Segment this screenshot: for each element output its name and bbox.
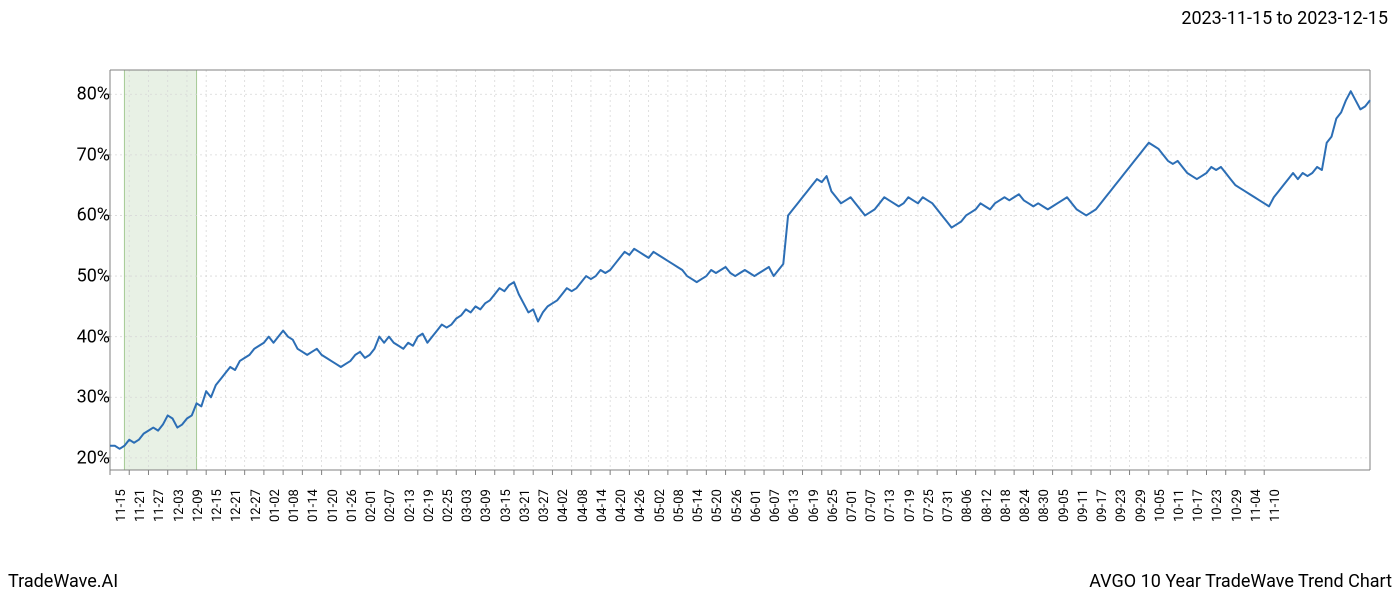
x-tick-label: 11-15 [114,489,129,522]
x-tick-label: 07-01 [845,489,860,522]
x-tick-label: 12-09 [191,489,206,522]
x-tick-label: 05-08 [672,489,687,522]
x-tick-label: 08-06 [960,489,975,522]
x-tick-label: 05-20 [710,489,725,522]
x-tick-label: 04-26 [633,489,648,522]
x-tick-label: 06-01 [749,489,764,522]
x-tick-label: 07-31 [941,489,956,522]
x-tick-label: 12-03 [172,489,187,522]
x-tick-label: 05-14 [691,489,706,522]
x-tick-label: 11-10 [1268,489,1283,522]
x-tick-label: 02-01 [364,489,379,522]
x-tick-label: 10-29 [1230,489,1245,522]
x-tick-label: 08-18 [999,489,1014,522]
x-tick-label: 07-19 [903,489,918,522]
x-tick-label: 04-02 [556,489,571,522]
x-tick-label: 06-19 [807,489,822,522]
y-tick-label: 20% [77,447,110,468]
x-tick-label: 01-20 [326,489,341,522]
x-tick-label: 11-04 [1249,489,1264,522]
footer-title: AVGO 10 Year TradeWave Trend Chart [1089,571,1392,592]
x-tick-label: 10-17 [1191,489,1206,522]
x-tick-label: 10-05 [1153,489,1168,522]
x-tick-label: 06-07 [768,489,783,522]
chart-svg [100,50,1380,520]
x-tick-label: 06-13 [787,489,802,522]
x-tick-label: 04-14 [595,489,610,522]
x-tick-label: 07-13 [883,489,898,522]
y-tick-label: 70% [77,144,110,165]
x-tick-label: 08-30 [1037,489,1052,522]
date-range-label: 2023-11-15 to 2023-12-15 [1181,8,1388,29]
x-tick-label: 05-26 [730,489,745,522]
x-tick-label: 01-26 [345,489,360,522]
x-tick-label: 03-09 [479,489,494,522]
x-tick-label: 07-25 [922,489,937,522]
x-tick-label: 08-12 [980,489,995,522]
trend-chart [100,50,1380,520]
y-tick-label: 80% [77,84,110,105]
x-tick-label: 04-20 [614,489,629,522]
x-tick-label: 02-25 [441,489,456,522]
x-tick-label: 07-07 [864,489,879,522]
x-tick-label: 09-29 [1134,489,1149,522]
x-tick-label: 01-08 [287,489,302,522]
x-tick-label: 08-24 [1018,489,1033,522]
x-tick-label: 11-21 [133,489,148,522]
x-tick-label: 10-11 [1172,489,1187,522]
y-tick-label: 60% [77,205,110,226]
x-tick-label: 02-07 [383,489,398,522]
x-tick-label: 09-17 [1095,489,1110,522]
x-tick-label: 03-21 [518,489,533,522]
x-tick-label: 09-23 [1114,489,1129,522]
footer-brand: TradeWave.AI [8,571,118,592]
x-tick-label: 05-02 [653,489,668,522]
y-tick-label: 40% [77,326,110,347]
x-tick-label: 12-15 [210,489,225,522]
x-tick-label: 02-13 [403,489,418,522]
x-tick-label: 03-03 [460,489,475,522]
x-tick-label: 09-11 [1076,489,1091,522]
x-tick-label: 02-19 [422,489,437,522]
x-tick-label: 09-05 [1057,489,1072,522]
x-tick-label: 11-27 [152,489,167,522]
y-tick-label: 30% [77,387,110,408]
x-tick-label: 12-27 [249,489,264,522]
x-tick-label: 01-02 [268,489,283,522]
x-tick-label: 03-15 [499,489,514,522]
x-tick-label: 03-27 [537,489,552,522]
x-tick-label: 04-08 [576,489,591,522]
x-tick-label: 06-25 [826,489,841,522]
y-tick-label: 50% [77,266,110,287]
x-tick-label: 01-14 [306,489,321,522]
x-tick-label: 12-21 [229,489,244,522]
x-tick-label: 10-23 [1210,489,1225,522]
